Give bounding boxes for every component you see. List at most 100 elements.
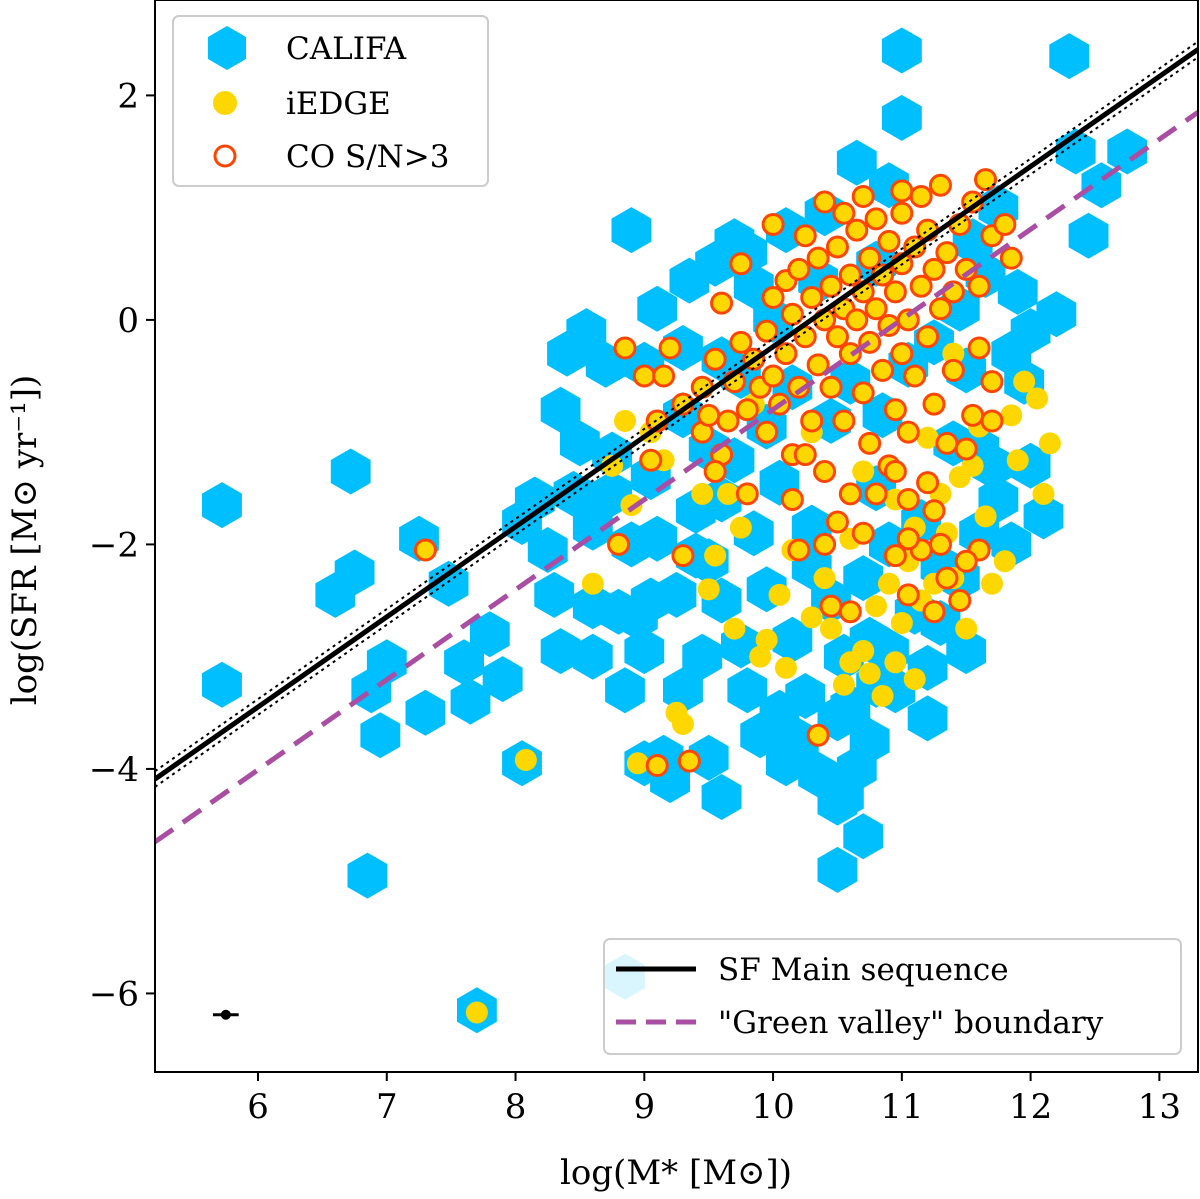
co-point	[993, 213, 1017, 237]
co-point	[806, 246, 830, 270]
y-tick-label: 2	[117, 76, 139, 116]
error-bar-example	[212, 1009, 239, 1020]
iedge-point	[903, 668, 926, 691]
califa-hexbin	[836, 139, 877, 186]
co-point	[909, 274, 933, 298]
co-point	[883, 398, 907, 422]
co-point	[819, 274, 843, 298]
legend-lower-right: SF Main sequence "Green valley" boundary	[603, 938, 1182, 1055]
co-point	[845, 308, 869, 332]
co-point	[858, 246, 882, 270]
iedge-point	[1032, 482, 1055, 505]
califa-hexbin	[547, 330, 587, 377]
iedge-point	[749, 645, 772, 668]
co-point	[845, 218, 869, 242]
co-point	[838, 482, 862, 506]
califa-hexbins	[202, 27, 1148, 1034]
iedge-point	[671, 713, 694, 736]
iedge-point	[1000, 404, 1023, 427]
iedge-point	[704, 544, 727, 567]
califa-hexbin	[360, 712, 401, 759]
co-point	[645, 754, 669, 778]
co-point	[658, 336, 682, 360]
iedge-point	[884, 651, 907, 674]
co-point	[800, 409, 824, 433]
co-point	[935, 566, 959, 590]
co-point	[838, 342, 862, 366]
iedge-point	[774, 656, 797, 679]
co-point	[632, 364, 656, 388]
fit-lines	[155, 40, 1198, 844]
califa-hexbin	[347, 852, 388, 899]
iedge-point	[820, 617, 843, 640]
legend-iedge-label: iEDGE	[286, 86, 391, 122]
co-point	[813, 459, 837, 483]
error-bar-point	[220, 1009, 231, 1020]
legend-main-sequence-label: SF Main sequence	[718, 952, 1009, 988]
co-point	[761, 213, 785, 237]
co-point	[954, 437, 978, 461]
califa-hexbin	[637, 515, 678, 562]
co-point	[999, 246, 1023, 270]
califa-hexbin	[553, 470, 594, 517]
co-point	[838, 600, 862, 624]
califa-hexbin	[514, 476, 555, 523]
co-point	[697, 403, 721, 427]
iedge-point	[729, 516, 752, 539]
legend-frame	[603, 938, 1182, 1055]
x-tick-label: 12	[1009, 1087, 1052, 1127]
co-point	[729, 330, 753, 354]
co-point	[941, 358, 965, 382]
co-point	[890, 179, 914, 203]
iedge-point	[974, 505, 997, 528]
iedge-point	[813, 567, 836, 590]
califa-hexbin	[572, 633, 613, 680]
y-axis-title: log(SFR [M⊙ yr⁻¹])	[5, 375, 45, 706]
co-point	[928, 532, 952, 556]
co-point	[755, 319, 779, 343]
co-point	[864, 482, 888, 506]
califa-hexbin	[907, 695, 948, 742]
iedge-point	[613, 409, 636, 432]
co-point	[793, 443, 817, 467]
main-sequence-line	[155, 47, 1198, 782]
iedge-point	[581, 572, 604, 595]
iedge-point	[890, 611, 913, 634]
co-point	[896, 420, 920, 444]
co-point	[761, 285, 785, 309]
iedge-point	[717, 482, 740, 505]
co-point	[413, 538, 437, 562]
co-point	[890, 201, 914, 225]
co-point	[774, 342, 798, 366]
califa-hexbin	[630, 577, 671, 624]
iedge-point	[723, 617, 746, 640]
co-point	[813, 190, 837, 214]
legend-co-label: CO S/N>3	[286, 139, 450, 175]
co-point	[967, 274, 991, 298]
legend-califa-label: CALIFA	[286, 31, 407, 67]
califa-hexbin	[1036, 291, 1077, 338]
califa-hexbin	[688, 734, 729, 781]
co-point	[922, 600, 946, 624]
califa-hexbin	[444, 639, 484, 686]
iedge-point	[955, 617, 978, 640]
x-axis-ticks: 6 7 8 9 10 11 12 13	[247, 1072, 1181, 1127]
co-point	[909, 184, 933, 208]
co-point	[735, 398, 759, 422]
co-point	[819, 594, 843, 618]
iedge-point	[620, 494, 643, 517]
co-point	[896, 583, 920, 607]
y-tick-label: −2	[89, 525, 139, 565]
califa-hexbin	[1023, 493, 1064, 540]
x-tick-label: 6	[247, 1087, 269, 1127]
co-point	[896, 488, 920, 512]
iedge-point	[1038, 432, 1061, 455]
co-point	[903, 364, 927, 388]
co-point	[851, 521, 875, 545]
califa-hexbin	[428, 560, 469, 607]
co-point	[851, 381, 875, 405]
califa-hexbin	[202, 661, 242, 708]
x-tick-label: 11	[880, 1087, 923, 1127]
iedge-point	[465, 1001, 488, 1024]
